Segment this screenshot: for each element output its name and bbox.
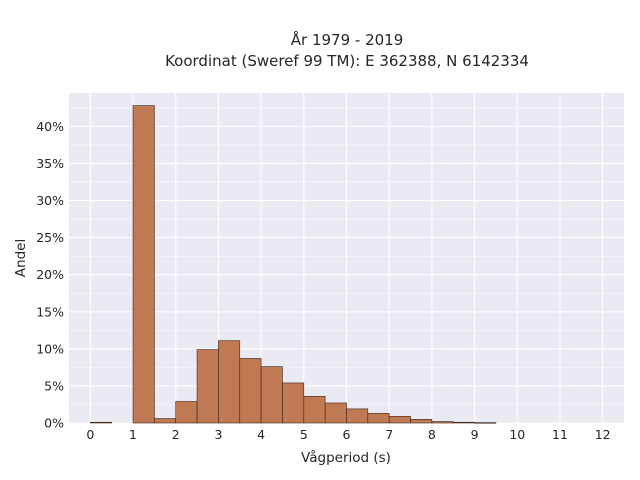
- bars: [90, 105, 497, 424]
- histogram-bar: [218, 340, 241, 424]
- y-tick-label: 0%: [44, 416, 64, 431]
- histogram-bar: [196, 349, 219, 424]
- y-tick-label: 30%: [36, 193, 64, 208]
- y-axis-ticks: 0% 5% 10% 15% 20% 25% 30% 35% 40%: [36, 119, 64, 431]
- x-axis-ticks: 0 1 2 3 4 5 6 7 8 9 10 11 12: [86, 427, 610, 442]
- y-tick-label: 35%: [36, 156, 64, 171]
- x-tick-label: 1: [129, 427, 137, 442]
- chart-title: År 1979 - 2019: [291, 30, 404, 49]
- histogram-bar: [388, 416, 411, 424]
- histogram-bar: [474, 422, 497, 424]
- histogram-bar: [175, 401, 198, 424]
- x-tick-label: 5: [300, 427, 308, 442]
- histogram-bar: [260, 366, 283, 424]
- histogram-bar: [239, 358, 262, 424]
- x-tick-label: 8: [428, 427, 436, 442]
- x-tick-label: 10: [509, 427, 525, 442]
- x-tick-label: 0: [86, 427, 94, 442]
- y-tick-label: 10%: [36, 341, 64, 356]
- y-tick-label: 5%: [44, 378, 64, 393]
- x-tick-label: 6: [343, 427, 351, 442]
- grid-lines: [69, 93, 624, 424]
- histogram-bar: [303, 396, 326, 424]
- histogram-bar: [132, 105, 155, 424]
- y-tick-label: 20%: [36, 267, 64, 282]
- histogram-bar: [346, 408, 369, 424]
- x-tick-label: 3: [214, 427, 222, 442]
- histogram-bar: [410, 418, 433, 424]
- x-tick-label: 9: [471, 427, 479, 442]
- histogram-bar: [282, 382, 305, 424]
- x-tick-label: 2: [172, 427, 180, 442]
- histogram-bar: [452, 421, 475, 424]
- histogram-bar: [154, 418, 177, 424]
- y-tick-label: 15%: [36, 304, 64, 319]
- x-tick-label: 12: [595, 427, 611, 442]
- y-tick-label: 25%: [36, 230, 64, 245]
- y-tick-label: 40%: [36, 119, 64, 134]
- histogram-bar: [367, 413, 390, 424]
- x-tick-label: 11: [552, 427, 568, 442]
- x-axis-label: Vågperiod (s): [301, 449, 391, 466]
- x-tick-label: 4: [257, 427, 265, 442]
- x-tick-label: 7: [385, 427, 393, 442]
- y-axis-label: Andel: [13, 239, 29, 277]
- chart-subtitle: Koordinat (Sweref 99 TM): E 362388, N 61…: [165, 52, 529, 70]
- histogram-bar: [90, 421, 112, 424]
- histogram-bar: [324, 402, 347, 424]
- histogram-bar: [431, 421, 454, 424]
